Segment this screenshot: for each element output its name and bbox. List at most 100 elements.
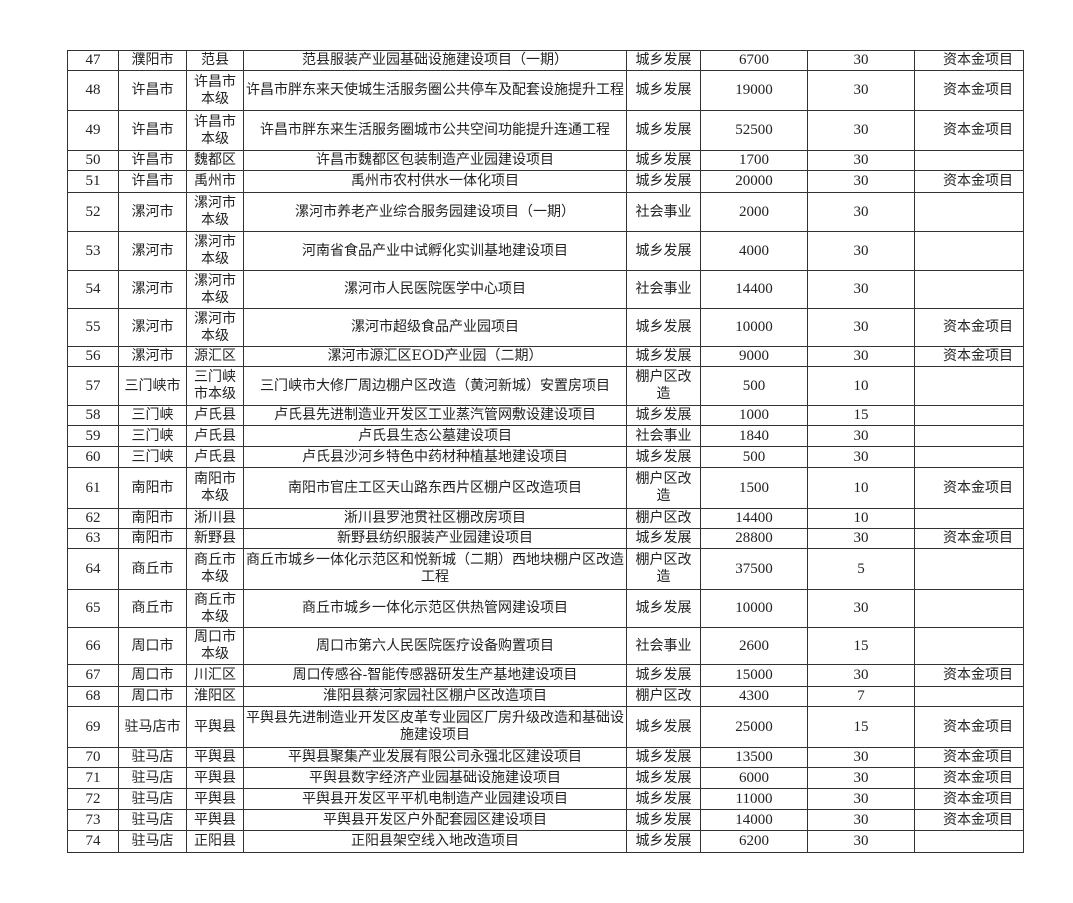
amount-cell: 14400 — [700, 270, 808, 309]
note-cell — [914, 192, 1024, 232]
note-cell — [914, 150, 1024, 171]
category-cell: 城乡发展 — [626, 308, 701, 347]
amount-cell: 37500 — [700, 548, 808, 590]
category-cell: 社会事业 — [626, 627, 701, 665]
county-cell: 商丘市本级 — [186, 548, 244, 590]
county-cell: 漯河市本级 — [186, 192, 244, 232]
city-cell: 南阳市 — [118, 467, 187, 509]
table-row: 56 漯河市 源汇区 漯河市源汇区EOD产业园（二期） 城乡发展 9000 30 资本金项目 — [67, 346, 1024, 367]
county-cell: 淅川县 — [186, 508, 244, 529]
note-cell: 资本金项目 — [914, 346, 1024, 367]
category-cell: 社会事业 — [626, 270, 701, 309]
county-cell: 川汇区 — [186, 664, 244, 687]
city-cell: 驻马店 — [118, 809, 187, 831]
years-cell: 30 — [807, 270, 915, 309]
project-name-cell: 淮阳县蔡河家园社区棚户区改造项目 — [243, 686, 627, 707]
project-name-cell: 平舆县数字经济产业园基础设施建设项目 — [243, 767, 627, 789]
city-cell: 许昌市 — [118, 170, 187, 193]
city-cell: 许昌市 — [118, 110, 187, 151]
amount-cell: 9000 — [700, 346, 808, 367]
county-cell: 漯河市本级 — [186, 231, 244, 271]
row-number-cell: 65 — [67, 589, 119, 628]
row-number-cell: 48 — [67, 70, 119, 111]
amount-cell: 52500 — [700, 110, 808, 151]
row-number-cell: 49 — [67, 110, 119, 151]
category-cell: 社会事业 — [626, 425, 701, 447]
project-table: 47 濮阳市 范县 范县服装产业园基础设施建设项目（一期） 城乡发展 6700 30 资本金项… — [67, 50, 1024, 853]
project-name-cell: 三门峡市大修厂周边棚户区改造（黄河新城）安置房项目 — [243, 366, 627, 406]
category-cell: 城乡发展 — [626, 50, 701, 71]
county-cell: 平舆县 — [186, 747, 244, 768]
years-cell: 10 — [807, 508, 915, 529]
note-cell — [914, 231, 1024, 271]
amount-cell: 11000 — [700, 788, 808, 810]
table-row: 50 许昌市 魏都区 许昌市魏都区包装制造产业园建设项目 城乡发展 1700 30 — [67, 150, 1024, 171]
project-name-cell: 漯河市源汇区EOD产业园（二期） — [243, 346, 627, 367]
table-row: 47 濮阳市 范县 范县服装产业园基础设施建设项目（一期） 城乡发展 6700 30 资本金项… — [67, 50, 1024, 71]
row-number-cell: 54 — [67, 270, 119, 309]
table-row: 64 商丘市 商丘市本级 商丘市城乡一体化示范区和悦新城（二期）西地块棚户区改造工程棚… — [67, 548, 1024, 590]
project-name-cell: 河南省食品产业中试孵化实训基地建设项目 — [243, 231, 627, 271]
years-cell: 30 — [807, 231, 915, 271]
row-number-cell: 60 — [67, 446, 119, 468]
city-cell: 漯河市 — [118, 346, 187, 367]
project-name-cell: 卢氏县生态公墓建设项目 — [243, 425, 627, 447]
category-cell: 城乡发展 — [626, 747, 701, 768]
city-cell: 周口市 — [118, 686, 187, 707]
amount-cell: 10000 — [700, 589, 808, 628]
category-cell: 城乡发展 — [626, 589, 701, 628]
row-number-cell: 66 — [67, 627, 119, 665]
years-cell: 30 — [807, 70, 915, 111]
years-cell: 30 — [807, 589, 915, 628]
county-cell: 漯河市本级 — [186, 270, 244, 309]
category-cell: 城乡发展 — [626, 110, 701, 151]
county-cell: 南阳市本级 — [186, 467, 244, 509]
years-cell: 30 — [807, 308, 915, 347]
amount-cell: 25000 — [700, 706, 808, 748]
category-cell: 棚户区改造 — [626, 467, 701, 509]
note-cell — [914, 548, 1024, 590]
amount-cell: 4000 — [700, 231, 808, 271]
table-row: 51 许昌市 禹州市 禹州市农村供水一体化项目 城乡发展 20000 30 资本金项目 — [67, 170, 1024, 193]
category-cell: 棚户区改造 — [626, 366, 701, 406]
category-cell: 城乡发展 — [626, 706, 701, 748]
note-cell: 资本金项目 — [914, 110, 1024, 151]
row-number-cell: 72 — [67, 788, 119, 810]
years-cell: 30 — [807, 170, 915, 193]
years-cell: 30 — [807, 809, 915, 831]
years-cell: 30 — [807, 446, 915, 468]
project-name-cell: 许昌市胖东来天使城生活服务圈公共停车及配套设施提升工程 — [243, 70, 627, 111]
table-row: 57 三门峡市 三门峡市本级 三门峡市大修厂周边棚户区改造（黄河新城）安置房项目 棚户区… — [67, 366, 1024, 406]
amount-cell: 1840 — [700, 425, 808, 447]
city-cell: 许昌市 — [118, 150, 187, 171]
row-number-cell: 55 — [67, 308, 119, 347]
table-row: 67 周口市 川汇区 周口传感谷-智能传感器研发生产基地建设项目 城乡发展 15000 30… — [67, 664, 1024, 687]
years-cell: 5 — [807, 548, 915, 590]
county-cell: 新野县 — [186, 528, 244, 549]
county-cell: 卢氏县 — [186, 405, 244, 426]
county-cell: 商丘市本级 — [186, 589, 244, 628]
table-row: 65 商丘市 商丘市本级 商丘市城乡一体化示范区供热管网建设项目 城乡发展 10000 30 — [67, 589, 1024, 628]
amount-cell: 500 — [700, 366, 808, 406]
table-row: 71 驻马店 平舆县 平舆县数字经济产业园基础设施建设项目 城乡发展 6000 30 资本金项… — [67, 767, 1024, 789]
note-cell: 资本金项目 — [914, 70, 1024, 111]
row-number-cell: 69 — [67, 706, 119, 748]
table-row: 69 驻马店市 平舆县 平舆县先进制造业开发区皮革专业园区厂房升级改造和基础设施建设项… — [67, 706, 1024, 748]
table-row: 68 周口市 淮阳区 淮阳县蔡河家园社区棚户区改造项目 棚户区改 4300 7 — [67, 686, 1024, 707]
table-row: 59 三门峡 卢氏县 卢氏县生态公墓建设项目 社会事业 1840 30 — [67, 425, 1024, 447]
category-cell: 城乡发展 — [626, 809, 701, 831]
row-number-cell: 52 — [67, 192, 119, 232]
project-name-cell: 商丘市城乡一体化示范区和悦新城（二期）西地块棚户区改造工程 — [243, 548, 627, 590]
table-row: 63 南阳市 新野县 新野县纺织服装产业园建设项目 城乡发展 28800 30 资本金项目 — [67, 528, 1024, 549]
note-cell: 资本金项目 — [914, 528, 1024, 549]
years-cell: 30 — [807, 346, 915, 367]
note-cell: 资本金项目 — [914, 170, 1024, 193]
category-cell: 城乡发展 — [626, 170, 701, 193]
note-cell: 资本金项目 — [914, 664, 1024, 687]
project-name-cell: 范县服装产业园基础设施建设项目（一期） — [243, 50, 627, 71]
note-cell — [914, 627, 1024, 665]
category-cell: 城乡发展 — [626, 70, 701, 111]
city-cell: 三门峡 — [118, 446, 187, 468]
county-cell: 正阳县 — [186, 830, 244, 853]
table-row: 60 三门峡 卢氏县 卢氏县沙河乡特色中药材种植基地建设项目 城乡发展 500 30 — [67, 446, 1024, 468]
